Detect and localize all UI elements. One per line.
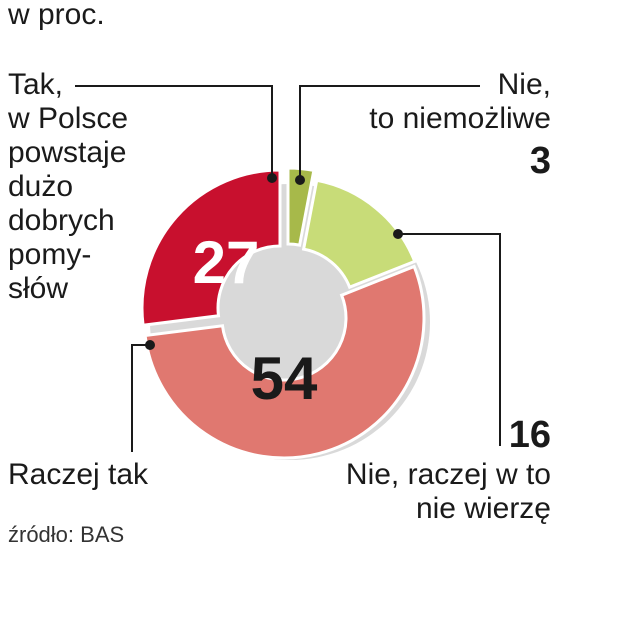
leader-dot-nie <box>295 175 305 185</box>
slice-label-nie-raczej: Nie, raczej w to nie wierzę <box>345 458 551 525</box>
slice-label-tak: Tak, w Polsce powstaje dużo dobrych pomy… <box>8 68 129 305</box>
slice-value-label-raczej-tak: 54 <box>251 345 318 412</box>
slice-value-label-nie: 3 <box>529 140 551 182</box>
slice-tak <box>140 168 282 327</box>
leader-dot-raczej-tak <box>145 340 155 350</box>
leader-dot-nie-raczej <box>393 229 403 239</box>
unit-label: w proc. <box>8 0 105 31</box>
leader-line-tak <box>75 85 273 176</box>
slice-nie-raczej <box>301 178 417 290</box>
leader-line-raczej-tak <box>131 344 150 452</box>
leader-line-nie-raczej <box>398 233 501 446</box>
slice-value-label-nie-raczej: 16 <box>508 414 551 456</box>
leader-dot-tak <box>267 173 277 183</box>
slice-raczej-tak <box>143 264 426 460</box>
slice-nie <box>286 166 316 247</box>
slice-value-label-tak: 27 <box>193 229 260 296</box>
slice-label-raczej-tak: Raczej tak <box>8 458 149 491</box>
slice-label-nie: Nie, to niemożliwe <box>369 68 551 135</box>
leader-lines <box>75 85 501 452</box>
source-note: źródło: BAS <box>8 522 125 547</box>
leader-line-nie <box>299 85 480 178</box>
